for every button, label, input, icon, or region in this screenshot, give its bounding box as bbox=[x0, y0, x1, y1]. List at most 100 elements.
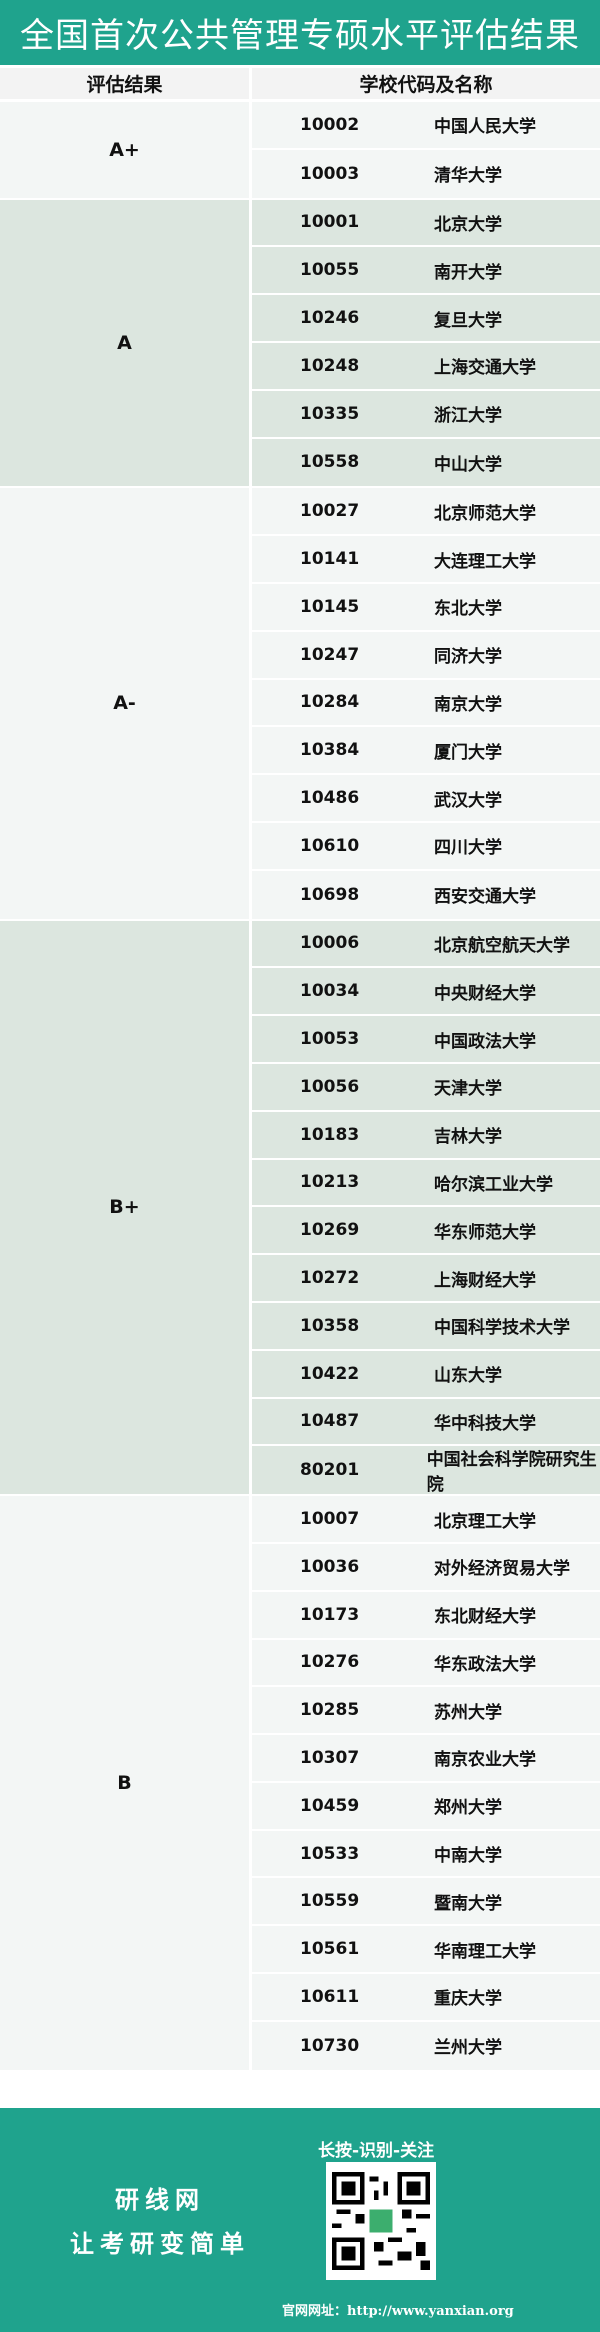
school-name: 北京大学 bbox=[434, 214, 502, 235]
school-name: 中国社会科学院研究生院 bbox=[426, 1450, 597, 1496]
school-name: 北京师范大学 bbox=[434, 503, 536, 524]
grade-group: A+ 10002 中国人民大学 10003 清华大学 bbox=[0, 102, 600, 200]
school-code: 10558 bbox=[300, 452, 360, 473]
school-name: 华东师范大学 bbox=[434, 1222, 536, 1243]
website-url: 官网网址：http://www.yanxian.org bbox=[282, 2304, 514, 2319]
table-row: 10358 中国科学技术大学 bbox=[252, 1303, 600, 1351]
school-code: 10335 bbox=[300, 403, 360, 424]
grade-label: B+ bbox=[0, 920, 252, 1495]
school-code: 10002 bbox=[300, 114, 360, 135]
school-code: 10358 bbox=[300, 1315, 360, 1336]
school-name: 中国人民大学 bbox=[434, 117, 536, 138]
school-name: 中国政法大学 bbox=[434, 1031, 536, 1052]
school-code: 10248 bbox=[300, 355, 360, 376]
school-name: 北京航空航天大学 bbox=[434, 935, 570, 956]
grade-group: A 10001 北京大学 10055 南开大学 10246 复旦大学 10248 上海交通大学 1… bbox=[0, 199, 600, 489]
school-code: 10272 bbox=[300, 1268, 360, 1289]
table-row: 10248 上海交通大学 bbox=[252, 343, 600, 391]
school-name: 山东大学 bbox=[434, 1366, 502, 1387]
table-row: 10285 苏州大学 bbox=[252, 1687, 600, 1736]
school-code: 10561 bbox=[300, 1939, 360, 1960]
school-name: 武汉大学 bbox=[434, 790, 502, 811]
school-code: 10036 bbox=[300, 1556, 360, 1577]
school-name: 苏州大学 bbox=[434, 1702, 502, 1723]
table-row: 80201 中国社会科学院研究生院 bbox=[252, 1446, 600, 1496]
school-code: 10285 bbox=[300, 1700, 360, 1721]
school-name: 中南大学 bbox=[434, 1846, 502, 1867]
school-name: 上海交通大学 bbox=[434, 358, 536, 379]
school-name: 吉林大学 bbox=[434, 1127, 502, 1148]
table-row: 10145 东北大学 bbox=[252, 584, 600, 632]
school-code: 10384 bbox=[300, 740, 360, 761]
school-name: 中山大学 bbox=[434, 454, 502, 475]
table-row: 10610 四川大学 bbox=[252, 823, 600, 871]
school-name: 华东政法大学 bbox=[434, 1654, 536, 1675]
school-code: 10276 bbox=[300, 1652, 360, 1673]
school-code: 10284 bbox=[300, 692, 360, 713]
table-row: 10246 复旦大学 bbox=[252, 295, 600, 343]
school-code: 10006 bbox=[300, 933, 360, 954]
school-name: 厦门大学 bbox=[434, 742, 502, 763]
qr-code-icon bbox=[326, 2162, 436, 2280]
school-name: 东北大学 bbox=[434, 599, 502, 620]
grade-label: A bbox=[0, 199, 252, 487]
school-name: 哈尔滨工业大学 bbox=[434, 1174, 553, 1195]
school-code: 10610 bbox=[300, 835, 360, 856]
school-code: 10145 bbox=[300, 596, 360, 617]
school-code: 10459 bbox=[300, 1795, 360, 1816]
table-row: 10384 厦门大学 bbox=[252, 727, 600, 776]
table-row: 10034 中央财经大学 bbox=[252, 968, 600, 1017]
school-name: 复旦大学 bbox=[434, 310, 502, 331]
school-code: 10269 bbox=[300, 1220, 360, 1241]
grade-label: A- bbox=[0, 488, 252, 919]
school-code: 10611 bbox=[300, 1986, 360, 2007]
table-row: 10558 中山大学 bbox=[252, 439, 600, 487]
table-row: 10269 华东师范大学 bbox=[252, 1207, 600, 1256]
table-row: 10335 浙江大学 bbox=[252, 391, 600, 439]
table-row: 10002 中国人民大学 bbox=[252, 102, 600, 150]
school-name: 东北财经大学 bbox=[434, 1607, 536, 1628]
table-row: 10422 山东大学 bbox=[252, 1351, 600, 1399]
school-name: 暨南大学 bbox=[434, 1893, 502, 1914]
table-row: 10006 北京航空航天大学 bbox=[252, 921, 600, 969]
table-row: 10007 北京理工大学 bbox=[252, 1496, 600, 1544]
school-name: 四川大学 bbox=[434, 838, 502, 859]
header-school: 学校代码及名称 bbox=[359, 74, 493, 96]
school-name: 对外经济贸易大学 bbox=[434, 1559, 570, 1580]
table-row: 10559 暨南大学 bbox=[252, 1878, 600, 1927]
school-name: 清华大学 bbox=[434, 166, 502, 187]
school-name: 上海财经大学 bbox=[434, 1270, 536, 1291]
school-name: 郑州大学 bbox=[434, 1798, 502, 1819]
table-row: 10533 中南大学 bbox=[252, 1831, 600, 1879]
school-name: 西安交通大学 bbox=[434, 887, 536, 908]
school-code: 10487 bbox=[300, 1411, 360, 1432]
table-row: 10027 北京师范大学 bbox=[252, 488, 600, 537]
school-code: 80201 bbox=[300, 1460, 360, 1481]
school-code: 10730 bbox=[300, 2035, 360, 2056]
school-code: 10173 bbox=[300, 1604, 360, 1625]
school-code: 10055 bbox=[300, 260, 360, 281]
school-code: 10486 bbox=[300, 788, 360, 809]
table-row: 10486 武汉大学 bbox=[252, 775, 600, 823]
table-row: 10276 华东政法大学 bbox=[252, 1640, 600, 1688]
table-row: 10141 大连理工大学 bbox=[252, 536, 600, 584]
school-name: 中国科学技术大学 bbox=[434, 1318, 570, 1339]
table-row: 10459 郑州大学 bbox=[252, 1783, 600, 1831]
school-name: 南京农业大学 bbox=[434, 1750, 536, 1771]
footer-slogan: 研线网 让考研变简单 bbox=[60, 2178, 260, 2266]
school-name: 北京理工大学 bbox=[434, 1511, 536, 1532]
school-code: 10183 bbox=[300, 1124, 360, 1145]
school-name: 天津大学 bbox=[434, 1079, 502, 1100]
grade-group: A- 10027 北京师范大学 10141 大连理工大学 10145 东北大学 10247 同济… bbox=[0, 488, 600, 921]
school-name: 中央财经大学 bbox=[434, 983, 536, 1004]
table-row: 10003 清华大学 bbox=[252, 150, 600, 198]
results-table: A+ 10002 中国人民大学 10003 清华大学 A 10001 北京大学 10055 南开大… bbox=[0, 102, 600, 2072]
table-row: 10001 北京大学 bbox=[252, 200, 600, 248]
school-code: 10213 bbox=[300, 1172, 360, 1193]
grade-group: B 10007 北京理工大学 10036 对外经济贸易大学 10173 东北财经大学 1027… bbox=[0, 1496, 600, 2072]
table-row: 10036 对外经济贸易大学 bbox=[252, 1544, 600, 1592]
header-grade: 评估结果 bbox=[0, 68, 252, 99]
table-row: 10487 华中科技大学 bbox=[252, 1399, 600, 1447]
grade-group: B+ 10006 北京航空航天大学 10034 中央财经大学 10053 中国政法大学 100… bbox=[0, 920, 600, 1497]
school-code: 10007 bbox=[300, 1509, 360, 1529]
